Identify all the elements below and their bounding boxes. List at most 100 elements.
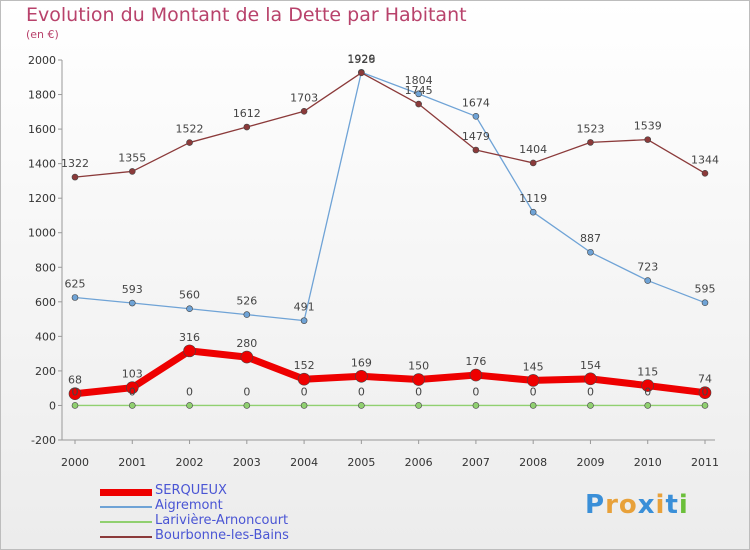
legend-label: Bourbonne-les-Bains	[155, 528, 289, 543]
data-point	[186, 305, 193, 313]
data-label: 1612	[233, 107, 261, 120]
data-label: 0	[644, 385, 651, 398]
data-label: 103	[122, 368, 143, 381]
data-point	[469, 368, 483, 382]
legend-item: SERQUEUX	[100, 483, 360, 499]
data-point	[644, 402, 652, 409]
legend-item: Larivière-Arnoncourt	[100, 513, 360, 529]
y-tick-label: 400	[35, 330, 56, 343]
data-point	[529, 402, 537, 409]
data-point	[186, 402, 193, 409]
data-point	[243, 123, 251, 131]
legend: SERQUEUX Aigremont Larivière-Arnoncourt Bou…	[100, 483, 360, 544]
data-point	[71, 173, 79, 181]
chart-subtitle: (en €)	[26, 28, 59, 41]
legend-item: Bourbonne-les-Bains	[100, 528, 360, 544]
data-label: 150	[408, 360, 429, 373]
data-point	[71, 402, 79, 409]
data-label: 1119	[519, 192, 547, 205]
data-point	[415, 100, 422, 108]
data-label: 560	[179, 289, 200, 302]
data-label: 0	[129, 385, 136, 398]
logo-letter: o	[618, 490, 638, 520]
data-label: 526	[236, 295, 257, 308]
legend-swatch	[100, 521, 152, 523]
y-tick-label: 800	[35, 261, 56, 274]
data-point	[297, 372, 311, 386]
legend-label: SERQUEUX	[155, 483, 227, 498]
data-label: 1522	[176, 123, 204, 136]
y-tick-label: 0	[49, 399, 56, 412]
y-tick-label: 600	[35, 296, 56, 309]
data-label: 74	[698, 373, 712, 386]
x-tick-label: 2007	[462, 456, 490, 469]
data-point	[698, 386, 712, 399]
data-point	[641, 379, 655, 392]
data-label: 68	[68, 374, 82, 387]
data-point	[183, 344, 196, 358]
data-point	[584, 372, 597, 386]
x-tick-label: 2005	[347, 456, 375, 469]
data-label: 1479	[462, 130, 490, 143]
data-label: 0	[472, 385, 479, 398]
data-point	[644, 277, 652, 284]
data-point	[415, 90, 422, 98]
data-point	[358, 69, 365, 77]
data-point	[300, 402, 308, 409]
data-label: 152	[294, 359, 315, 372]
logo-letter: i	[655, 490, 666, 520]
data-label: 1926	[347, 53, 375, 66]
line-chart: -200020040060080010001200140016001800200…	[28, 52, 719, 469]
data-label: 491	[294, 301, 315, 314]
data-point	[644, 136, 652, 143]
x-tick-label: 2009	[576, 456, 604, 469]
legend-item: Aigremont	[100, 498, 360, 514]
legend-swatch	[100, 488, 152, 496]
data-label: 280	[236, 337, 257, 350]
data-point	[243, 311, 251, 318]
data-point	[125, 381, 139, 394]
data-point	[587, 402, 594, 409]
logo-letter: r	[605, 490, 619, 520]
data-point	[128, 299, 136, 307]
data-point	[186, 139, 193, 146]
x-tick-label: 2002	[176, 456, 204, 469]
y-tick-label: 2000	[28, 54, 56, 67]
data-point	[587, 139, 594, 146]
data-label: 1322	[61, 157, 89, 170]
data-label: 887	[580, 232, 601, 245]
data-label: 1929	[347, 52, 375, 65]
data-label: 1344	[691, 153, 719, 166]
x-tick-label: 2003	[233, 456, 261, 469]
data-point	[71, 294, 79, 301]
data-point	[472, 402, 480, 409]
data-label: 0	[530, 385, 537, 398]
data-point	[701, 299, 709, 306]
y-tick-label: 1800	[28, 89, 56, 102]
data-point	[128, 402, 136, 409]
series-line-3	[74, 72, 706, 178]
data-point	[412, 373, 425, 386]
logo-letter: i	[678, 490, 689, 520]
data-point	[587, 248, 594, 256]
y-tick-label: 1600	[28, 123, 56, 136]
y-tick-label: -200	[31, 434, 56, 447]
x-tick-label: 2000	[61, 456, 89, 469]
data-label: 0	[72, 385, 79, 398]
data-label: 1703	[290, 91, 318, 104]
data-label: 115	[637, 366, 658, 379]
y-tick-label: 1200	[28, 192, 56, 205]
data-point	[415, 402, 422, 409]
data-point	[526, 374, 540, 387]
data-label: 1539	[634, 120, 662, 133]
data-label: 176	[465, 355, 486, 368]
data-label: 595	[695, 283, 716, 296]
series-line-1	[74, 71, 706, 322]
data-label: 1804	[405, 74, 433, 87]
data-label: 625	[65, 278, 86, 291]
logo-letter: x	[637, 490, 656, 520]
data-label: 1355	[118, 151, 146, 164]
data-label: 0	[243, 385, 250, 398]
data-point	[355, 369, 368, 383]
